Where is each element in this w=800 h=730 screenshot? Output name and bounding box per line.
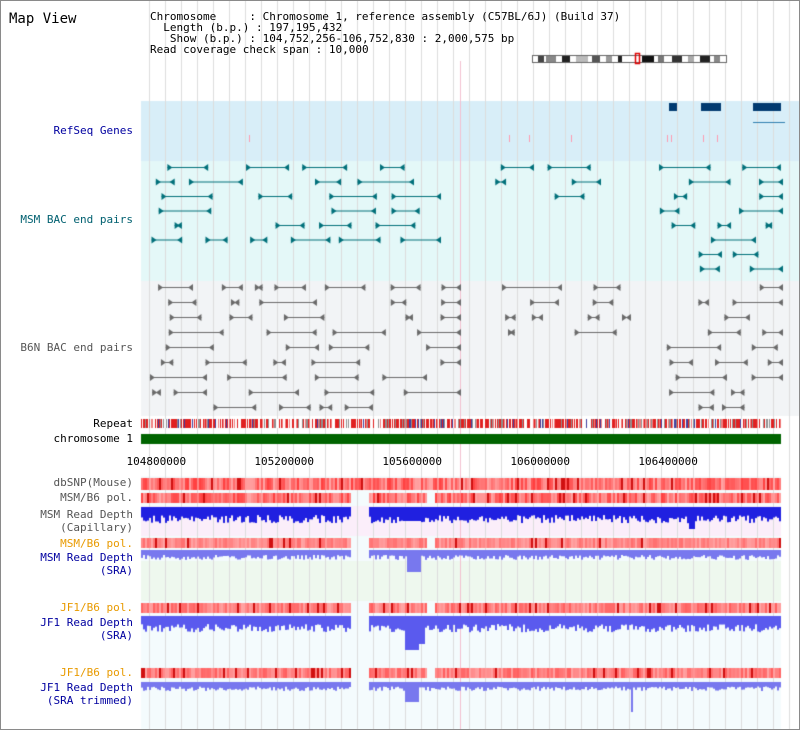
track-label-msm-b6-pol-2[interactable]: MSM/B6 pol.	[60, 537, 133, 550]
show-label: Show (b.p.)	[169, 32, 243, 45]
track-label-msm-depth-sra-sub: (SRA)	[99, 564, 133, 577]
track-label-repeat[interactable]: Repeat	[93, 417, 133, 430]
chromosome-value: Chromosome 1, reference assembly (C57BL/…	[262, 10, 621, 23]
track-label-refseq-genes[interactable]: RefSeq Genes	[53, 124, 133, 137]
region-info: Chromosome : Chromosome 1, reference ass…	[150, 10, 621, 56]
axis-tick-label: 106400000	[638, 455, 698, 468]
axis-tick-label: 104800000	[126, 455, 187, 468]
track-label-jf1-depth-trimmed-sub: (SRA trimmed)	[46, 694, 133, 707]
axis-tick-label: 106000000	[510, 455, 570, 468]
axis-tick-label: 105200000	[254, 455, 315, 468]
track-label-dbsnp[interactable]: dbSNP(Mouse)	[53, 476, 133, 489]
show-value: 104,752,256-106,752,830 : 2,000,575 bp	[262, 32, 515, 45]
length-label: Length (b.p.)	[163, 21, 250, 34]
track-label-jf1-b6-pol-1[interactable]: JF1/B6 pol.	[60, 601, 133, 614]
span-value: 10,000	[328, 43, 369, 56]
track-label-jf1-b6-pol-2[interactable]: JF1/B6 pol.	[60, 666, 133, 679]
span-label: Read coverage check span	[150, 43, 309, 56]
track-label-msm-b6-pol-1[interactable]: MSM/B6 pol.	[60, 491, 133, 504]
page-title: Map View	[9, 11, 77, 27]
track-label-msm-depth-capillary[interactable]: MSM Read Depth	[40, 508, 133, 521]
track-label-jf1-depth-sra[interactable]: JF1 Read Depth	[40, 616, 133, 629]
track-label-msm-bac[interactable]: MSM BAC end pairs	[20, 213, 133, 226]
chromosome-label: Chromosome	[150, 10, 217, 23]
track-label-chromosome[interactable]: chromosome 1	[53, 432, 133, 445]
track-label-msm-depth-sra[interactable]: MSM Read Depth	[40, 551, 133, 564]
length-value: 197,195,432	[269, 21, 343, 34]
track-label-jf1-depth-sra-sub: (SRA)	[99, 629, 133, 642]
axis-tick-label: 105600000	[382, 455, 442, 468]
track-label-b6n-bac[interactable]: B6N BAC end pairs	[20, 341, 133, 354]
track-label-jf1-depth-trimmed[interactable]: JF1 Read Depth	[40, 681, 133, 694]
track-label-msm-depth-capillary-sub: (Capillary)	[60, 521, 133, 534]
